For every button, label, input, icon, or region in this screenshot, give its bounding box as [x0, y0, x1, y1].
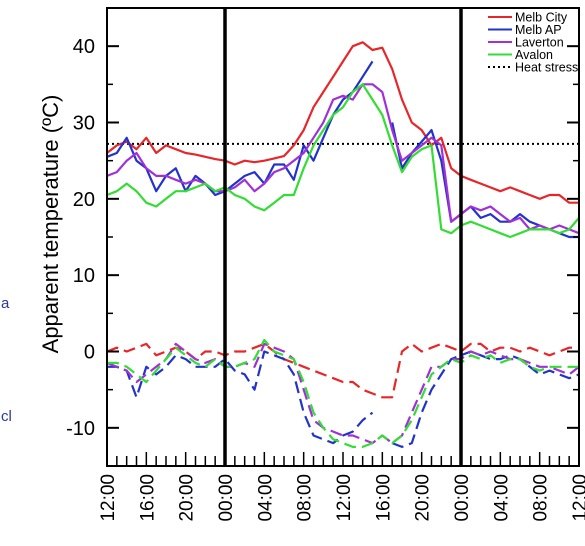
series-line-4: [106, 83, 580, 239]
x-tick-label: 16:00: [373, 474, 394, 522]
series-line-1: [106, 41, 579, 204]
legend-label: Melb City: [515, 11, 568, 25]
y-tick-label: 0: [84, 342, 95, 364]
series-layer: [106, 41, 580, 448]
axes-layer: -10 0 10 20 30 40 12:00 16:00 20:00 00:00 04:00 08:…: [66, 7, 585, 522]
x-tick-label: 04:00: [491, 474, 512, 522]
series-line-8: [107, 338, 579, 448]
clipped-letter-a: a: [1, 295, 10, 312]
x-tick-label: 16:00: [137, 474, 158, 522]
x-tick-label: 08:00: [295, 474, 316, 522]
y-tick-label: 20: [73, 189, 95, 211]
x-tick-label: 00:00: [452, 474, 473, 522]
x-tick-label: 12:00: [98, 474, 119, 522]
y-tick-label: -10: [66, 418, 95, 440]
series-line-3: [106, 83, 580, 235]
x-tick-label: 12:00: [570, 474, 585, 522]
series-line-6: [107, 350, 580, 448]
legend-label: Heat stress: [515, 61, 578, 75]
x-tick-label: 08:00: [531, 474, 552, 522]
clipped-letters-cl: cl: [1, 408, 12, 425]
y-tick-label: 40: [73, 36, 95, 58]
x-tick-label: 00:00: [216, 474, 237, 522]
x-tick-label: 20:00: [177, 474, 198, 522]
y-tick-label: 30: [73, 113, 95, 135]
y-axis-label: Apparent temperature (ºC): [38, 95, 63, 354]
legend-label: Laverton: [515, 36, 564, 50]
clipped-margin-text: a cl: [0, 0, 14, 546]
x-tick-label: 04:00: [255, 474, 276, 522]
legend-label: Avalon: [515, 48, 553, 62]
x-tick-label: 20:00: [413, 474, 434, 522]
series-line-5: [106, 342, 579, 399]
legend-label: Melb AP: [515, 23, 562, 37]
x-tick-label: 12:00: [334, 474, 355, 522]
y-tick-label: 10: [73, 265, 95, 287]
